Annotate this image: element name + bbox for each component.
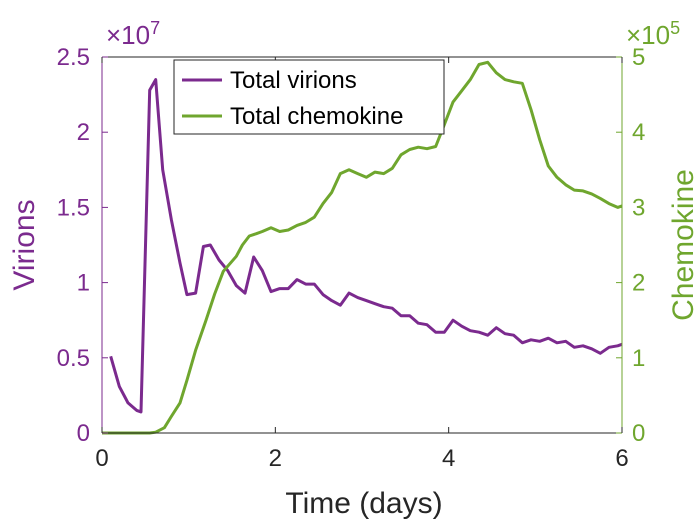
plot-area xyxy=(102,60,623,435)
left-tick-label: 1.5 xyxy=(57,194,90,221)
left-axis-ticks: 0 0.5 1 1.5 2 2.5 xyxy=(57,44,108,447)
legend-label-chemokine: Total chemokine xyxy=(230,103,403,130)
right-tick-label: 0 xyxy=(632,420,645,447)
bottom-tick-label: 2 xyxy=(269,445,282,472)
right-axis-exponent: ×105 xyxy=(626,18,680,50)
left-tick-label: 2 xyxy=(77,119,90,146)
left-tick-label: 2.5 xyxy=(57,44,90,71)
legend-label-virions: Total virions xyxy=(230,67,357,94)
right-tick-label: 5 xyxy=(632,44,645,71)
right-tick-label: 3 xyxy=(632,194,645,221)
series-line-virions xyxy=(109,78,623,414)
bottom-tick-label: 0 xyxy=(95,445,108,472)
left-tick-label: 1 xyxy=(77,270,90,297)
bottom-axis-ticks: 0 2 4 6 xyxy=(95,57,629,472)
left-tick-label: 0 xyxy=(77,420,90,447)
right-tick-label: 4 xyxy=(632,119,645,146)
legend: Total virions Total chemokine xyxy=(173,59,445,135)
y-axis-left-label: Virions xyxy=(8,199,41,290)
left-tick-label: 0.5 xyxy=(57,345,90,372)
right-axis-ticks: 0 1 2 3 4 5 xyxy=(616,44,645,447)
y-axis-right-label: Chemokine xyxy=(667,169,700,321)
right-tick-label: 2 xyxy=(632,270,645,297)
right-tick-label: 1 xyxy=(632,345,645,372)
left-axis-exponent: ×107 xyxy=(106,18,160,50)
bottom-tick-label: 6 xyxy=(615,445,628,472)
legend-box xyxy=(173,59,445,135)
bottom-tick-label: 4 xyxy=(442,445,455,472)
series-line-chemokine xyxy=(102,60,623,435)
x-axis-label: Time (days) xyxy=(285,487,442,520)
